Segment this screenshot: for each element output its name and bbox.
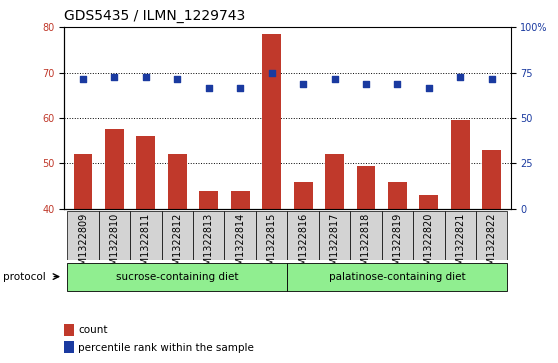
- Text: GSM1322821: GSM1322821: [455, 213, 465, 278]
- Text: GDS5435 / ILMN_1229743: GDS5435 / ILMN_1229743: [64, 9, 246, 23]
- Point: [173, 77, 182, 82]
- Bar: [382, 211, 413, 260]
- Bar: [68, 263, 287, 291]
- Text: GSM1322809: GSM1322809: [78, 213, 88, 278]
- Point: [79, 77, 88, 82]
- Point: [299, 81, 307, 87]
- Bar: [294, 182, 312, 209]
- Bar: [350, 211, 382, 260]
- Bar: [224, 211, 256, 260]
- Text: GSM1322810: GSM1322810: [109, 213, 119, 278]
- Bar: [162, 211, 193, 260]
- Bar: [287, 263, 507, 291]
- Bar: [199, 191, 218, 209]
- Text: GSM1322812: GSM1322812: [172, 213, 182, 278]
- Bar: [99, 211, 130, 260]
- Text: GSM1322822: GSM1322822: [487, 213, 497, 278]
- Bar: [68, 211, 99, 260]
- Point: [487, 77, 496, 82]
- Bar: [451, 120, 470, 209]
- Bar: [445, 211, 476, 260]
- Bar: [64, 324, 74, 336]
- Bar: [319, 211, 350, 260]
- Bar: [287, 211, 319, 260]
- Bar: [74, 154, 93, 209]
- Bar: [137, 136, 155, 209]
- Text: GSM1322819: GSM1322819: [392, 213, 402, 278]
- Bar: [357, 166, 376, 209]
- Text: GSM1322818: GSM1322818: [361, 213, 371, 278]
- Point: [425, 86, 434, 91]
- Bar: [168, 154, 187, 209]
- Bar: [325, 154, 344, 209]
- Point: [393, 81, 402, 87]
- Bar: [130, 211, 162, 260]
- Bar: [482, 150, 501, 209]
- Bar: [64, 341, 74, 353]
- Point: [235, 86, 244, 91]
- Text: GSM1322814: GSM1322814: [235, 213, 245, 278]
- Bar: [105, 129, 124, 209]
- Text: sucrose-containing diet: sucrose-containing diet: [116, 272, 239, 282]
- Text: protocol: protocol: [3, 272, 46, 282]
- Text: GSM1322815: GSM1322815: [267, 213, 277, 278]
- Bar: [193, 211, 224, 260]
- Bar: [262, 34, 281, 209]
- Point: [267, 70, 276, 76]
- Text: GSM1322811: GSM1322811: [141, 213, 151, 278]
- Bar: [256, 211, 287, 260]
- Bar: [388, 182, 407, 209]
- Text: percentile rank within the sample: percentile rank within the sample: [79, 343, 254, 353]
- Text: GSM1322816: GSM1322816: [298, 213, 308, 278]
- Point: [141, 74, 150, 80]
- Text: GSM1322817: GSM1322817: [330, 213, 339, 278]
- Point: [330, 77, 339, 82]
- Bar: [231, 191, 249, 209]
- Point: [362, 81, 371, 87]
- Point: [204, 86, 213, 91]
- Bar: [413, 211, 445, 260]
- Point: [456, 74, 465, 80]
- Text: count: count: [79, 325, 108, 335]
- Bar: [476, 211, 507, 260]
- Bar: [420, 195, 438, 209]
- Text: palatinose-containing diet: palatinose-containing diet: [329, 272, 466, 282]
- Text: GSM1322820: GSM1322820: [424, 213, 434, 278]
- Point: [110, 74, 119, 80]
- Text: GSM1322813: GSM1322813: [204, 213, 214, 278]
